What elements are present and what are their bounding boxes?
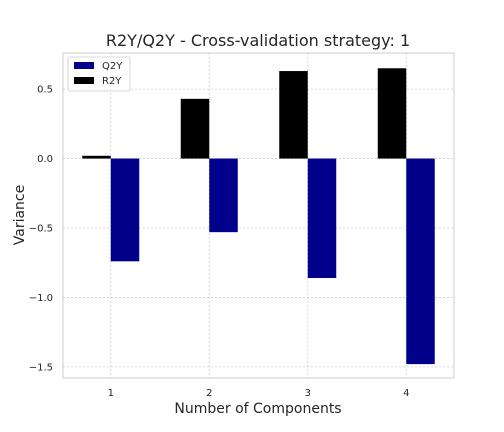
bar-r2y-4: [377, 68, 407, 159]
plot-frame: [62, 52, 455, 379]
bar-r2y-3: [279, 71, 308, 159]
y-tick-label: 0.0: [37, 154, 53, 165]
bar-q2y-1: [110, 158, 140, 262]
bar-q2y-4: [406, 158, 435, 365]
legend-swatch-q2y: [74, 62, 94, 69]
x-axis-label: Number of Components: [174, 401, 341, 417]
y-axis-label: Variance: [12, 185, 28, 245]
y-tick-label: −0.5: [29, 224, 53, 235]
legend-label-q2y: Q2Y: [102, 61, 123, 72]
bar-r2y-1: [82, 155, 111, 159]
bar-q2y-2: [209, 158, 238, 233]
y-tick-label: −1.5: [29, 362, 53, 373]
y-tick-label: −1.0: [29, 293, 53, 304]
x-tick-label: 3: [305, 388, 311, 399]
legend-swatch-r2y: [74, 77, 94, 84]
x-tick-label: 4: [403, 388, 409, 399]
x-tick-label: 1: [108, 388, 114, 399]
x-tick-label: 2: [206, 388, 212, 399]
bar-q2y-3: [307, 158, 337, 278]
y-tick-label: 0.5: [37, 85, 53, 96]
chart-title: R2Y/Q2Y - Cross-validation strategy: 1: [106, 31, 410, 50]
bar-r2y-2: [180, 98, 210, 159]
legend-label-r2y: R2Y: [102, 76, 122, 87]
x-ticks: 1 2 3 4: [108, 388, 410, 399]
bars: [82, 68, 435, 365]
y-ticks: −1.5 −1.0 −0.5 0.0 0.5: [29, 85, 53, 374]
